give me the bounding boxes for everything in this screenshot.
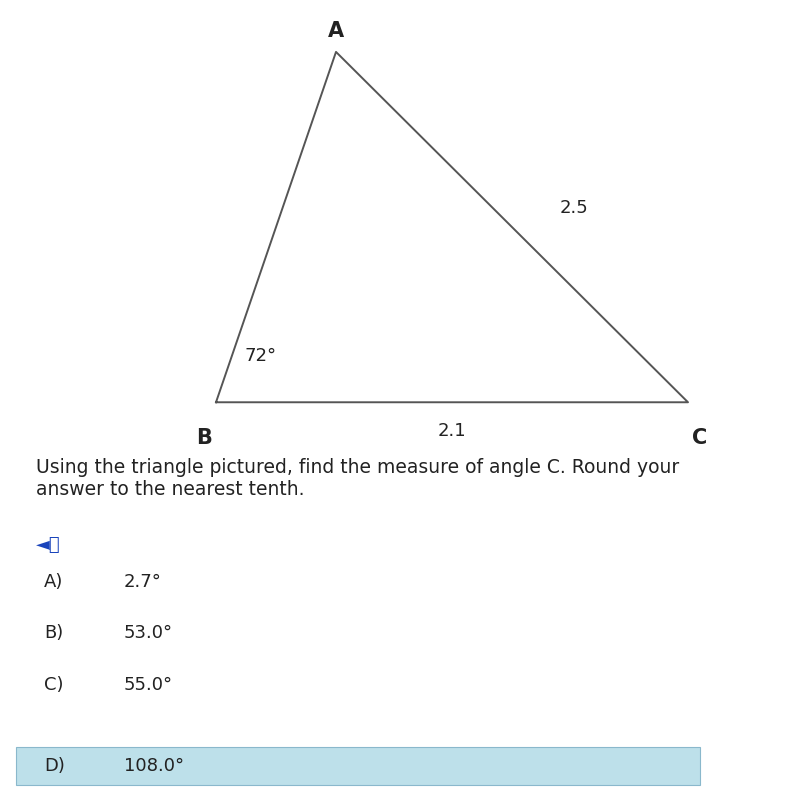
Text: Using the triangle pictured, find the measure of angle C. Round your
answer to t: Using the triangle pictured, find the me… xyxy=(36,458,679,499)
Text: D): D) xyxy=(44,757,65,775)
FancyBboxPatch shape xyxy=(16,747,700,785)
Text: 2.1: 2.1 xyxy=(438,421,466,440)
Text: A): A) xyxy=(44,573,63,591)
Text: C): C) xyxy=(44,676,63,694)
Text: 55.0°: 55.0° xyxy=(124,676,173,694)
Text: 2.7°: 2.7° xyxy=(124,573,162,591)
Text: C: C xyxy=(692,429,708,449)
Text: 2.5: 2.5 xyxy=(560,199,589,216)
Text: 108.0°: 108.0° xyxy=(124,757,184,775)
Text: A: A xyxy=(328,21,344,41)
Text: 72°: 72° xyxy=(244,348,276,365)
Text: 53.0°: 53.0° xyxy=(124,624,173,642)
Text: ◄⦿: ◄⦿ xyxy=(36,536,61,553)
Text: B: B xyxy=(196,429,212,449)
Text: B): B) xyxy=(44,624,63,642)
